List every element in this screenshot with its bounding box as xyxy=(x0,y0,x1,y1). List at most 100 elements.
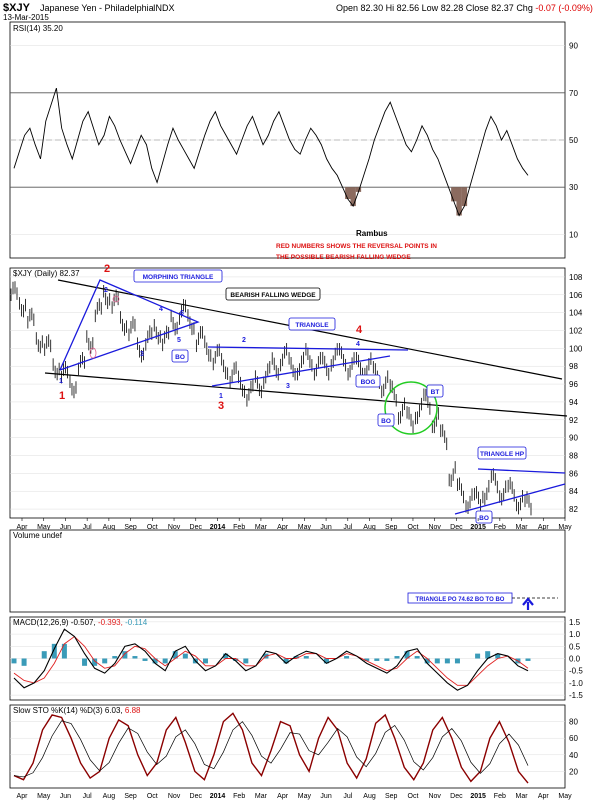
price-tick-label: 88 xyxy=(569,452,578,461)
rsi-oversold-fill xyxy=(355,187,362,192)
macd-histogram-bar xyxy=(414,656,420,659)
x-axis-label-bottom: Jun xyxy=(320,793,331,800)
bo-label-3: BO xyxy=(479,515,489,522)
x-axis-label-bottom: May xyxy=(298,793,312,800)
bo-label-1-box xyxy=(171,349,189,363)
x-axis-label: Oct xyxy=(408,524,419,531)
wave-label-red: 3 xyxy=(218,400,224,412)
breakout-circle xyxy=(384,381,438,435)
rsi-tick-label: 90 xyxy=(569,42,578,51)
chg-label: Chg xyxy=(516,3,533,13)
triangle-lower-line xyxy=(211,355,391,387)
close-label: Close xyxy=(465,3,489,13)
x-axis-label: Aug xyxy=(363,524,376,531)
wave-label-blue: 3 xyxy=(140,351,144,358)
sto-tick-label: 60 xyxy=(569,734,578,743)
x-axis-label-bottom: Nov xyxy=(428,793,441,800)
sto-k-line xyxy=(13,712,529,784)
macd-histogram-bar xyxy=(404,651,410,659)
macd-histogram-bar xyxy=(424,658,430,664)
volume-label: Volume undef xyxy=(13,531,63,540)
reversal-marker xyxy=(112,295,120,303)
wave-label-blue: 2 xyxy=(104,287,108,294)
x-axis-label-bottom: Oct xyxy=(408,793,419,800)
macd-histogram-bar xyxy=(454,658,460,664)
triangle-hp-label-box xyxy=(477,446,527,460)
x-axis-label-bottom: Jul xyxy=(83,793,92,800)
morphing-triangle-lines xyxy=(59,279,200,371)
sto-tick-label: 20 xyxy=(569,767,578,776)
header-ohlc: Open 82.30 Hi 82.56 Low 82.28 Close 82.3… xyxy=(336,3,597,13)
header-date: 13-Mar-2015 xyxy=(3,13,49,22)
price-tick-label: 106 xyxy=(569,291,583,300)
wave-label-blue: 6 xyxy=(180,310,184,317)
macd-histogram-bar xyxy=(172,651,178,659)
x-axis-label-bottom: Apr xyxy=(277,793,289,800)
macd-histogram-bar xyxy=(495,653,501,659)
macd-tick-label: 1.5 xyxy=(569,618,581,627)
x-axis-label: 2015 xyxy=(470,524,486,531)
x-axis-label-bottom: May xyxy=(37,793,51,800)
bearish-wedge-label-box xyxy=(225,287,321,301)
bo-label-2-box xyxy=(377,413,395,427)
x-axis-label-bottom: May xyxy=(558,793,572,800)
x-axis-label: Apr xyxy=(277,524,289,531)
triangle-upper-line xyxy=(207,346,409,351)
macd-histogram-bar xyxy=(202,658,208,664)
rambus-label: Rambus xyxy=(356,229,388,238)
bo-label-1: BO xyxy=(175,354,185,361)
macd-histogram-bar xyxy=(223,653,229,659)
macd-histogram-bar xyxy=(384,658,390,661)
wave-label-blue: 4 xyxy=(356,341,360,348)
x-axis-label: Jul xyxy=(83,524,92,531)
triangle-hp-label: TRIANGLE HP xyxy=(480,451,525,458)
triangle-po-label: TRIANGLE PO 74.62 BO TO BO xyxy=(416,597,505,603)
wave-label-red: 1 xyxy=(59,390,65,402)
sto-d-line xyxy=(13,720,529,778)
price-tick-label: 96 xyxy=(569,380,578,389)
macd-histogram-bar xyxy=(21,658,27,666)
wedge-lower-line xyxy=(44,372,568,417)
x-axis-label-bottom: Aug xyxy=(363,793,376,800)
wave-label-blue: 1 xyxy=(59,378,63,385)
macd-histogram-bar xyxy=(102,658,108,664)
x-axis-label: May xyxy=(37,524,51,531)
wave-label-blue: 2 xyxy=(242,337,246,344)
down-arrow-icon: ▼ xyxy=(595,3,597,13)
x-axis-label-bottom: Dec xyxy=(190,793,203,800)
macd-histogram-bar xyxy=(475,653,481,659)
x-axis-label-bottom: Sep xyxy=(124,793,137,800)
macd-label: MACD(12,26,9) -0.507, -0.393, -0.114 xyxy=(13,618,148,627)
x-axis-label: Nov xyxy=(168,524,181,531)
macd-tick-label: 0.0 xyxy=(569,655,581,664)
bt-label: BT xyxy=(431,389,440,396)
wave-label-red: 4 xyxy=(356,324,363,336)
rsi-tick-label: 10 xyxy=(569,230,578,239)
rsi-oversold-fill xyxy=(456,187,462,216)
macd-histogram-bar xyxy=(525,658,531,661)
triangle-label-box xyxy=(288,317,336,331)
macd-histogram-bar xyxy=(283,658,289,664)
low-value: 82.28 xyxy=(440,3,464,13)
rsi-line xyxy=(13,87,529,217)
x-axis-label: Dec xyxy=(190,524,203,531)
morphing-triangle-label-box xyxy=(133,269,223,283)
price-tick-label: 108 xyxy=(569,273,583,282)
price-tick-label: 98 xyxy=(569,362,578,371)
x-axis-label: Apr xyxy=(17,524,29,531)
x-axis-label: Oct xyxy=(147,524,158,531)
high-label: Hi xyxy=(385,3,395,13)
x-axis-label: Aug xyxy=(103,524,116,531)
macd-histogram-bar xyxy=(51,643,57,659)
price-tick-label: 82 xyxy=(569,505,578,514)
macd-histogram-bar xyxy=(41,651,47,659)
price-tick-label: 104 xyxy=(569,309,583,318)
bo-label-2: BO xyxy=(381,418,391,425)
macd-histogram-bar xyxy=(344,656,350,659)
open-value: 82.30 xyxy=(360,3,384,13)
macd-histogram-bar xyxy=(364,658,370,661)
macd-signal-line xyxy=(13,635,529,686)
price-label: $XJY (Daily) 82.37 xyxy=(13,269,80,278)
